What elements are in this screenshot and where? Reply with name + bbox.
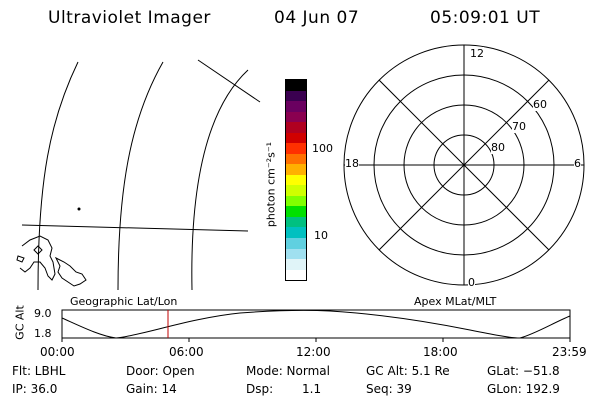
x-tick-23-59: 23:59 — [552, 345, 587, 359]
gc-alt-label: GC Alt: 5.1 Re — [366, 364, 450, 378]
glat-label: GLat: −51.8 — [487, 364, 560, 378]
colorbar-swatch — [286, 206, 306, 217]
polar-label-0: 0 — [468, 276, 475, 289]
colorbar-swatch — [286, 101, 306, 112]
polar-label-18: 18 — [345, 157, 359, 170]
colorbar-swatch — [286, 153, 306, 165]
polar-lat-60: 60 — [533, 98, 547, 111]
polar-diagonal-2 — [378, 79, 550, 251]
colorbar-swatch — [286, 185, 306, 196]
latitude-line-horizontal — [21, 224, 249, 232]
polar-lat-80: 80 — [491, 141, 505, 154]
apex-mlat-mlt-label: Apex MLat/MLT — [414, 295, 497, 308]
y-tick-9-0: 9.0 — [34, 307, 52, 320]
colorbar-swatch — [286, 132, 306, 144]
longitude-line-1 — [37, 61, 79, 291]
colorbar-swatch — [286, 143, 306, 154]
colorbar-swatch — [286, 216, 306, 228]
coastline — [19, 235, 56, 281]
ip-label: IP: 36.0 — [12, 382, 58, 396]
filter-label: Flt: LBHL — [12, 364, 66, 378]
colorbar-swatch — [286, 195, 306, 207]
x-tick-12-00: 12:00 — [296, 345, 331, 359]
date-label: 04 Jun 07 — [274, 8, 360, 28]
instrument-title: Ultraviolet Imager — [48, 8, 211, 28]
latitude-line-diagonal — [197, 59, 261, 103]
dsp-value: 1.1 — [302, 382, 322, 396]
y-tick-1-8: 1.8 — [34, 327, 52, 340]
seq-label: Seq: 39 — [366, 382, 412, 396]
longitude-line-3 — [191, 69, 249, 291]
gain-label: Gain: 14 — [126, 382, 177, 396]
mode-label: Mode: Normal — [246, 364, 330, 378]
coastline-island-2 — [33, 245, 43, 255]
x-tick-18-00: 18:00 — [423, 345, 458, 359]
polar-lat-70: 70 — [512, 120, 526, 133]
colorbar-swatch — [286, 80, 306, 91]
altitude-curve — [61, 309, 571, 339]
colorbar-swatch — [286, 122, 306, 133]
polar-label-12: 12 — [470, 47, 484, 60]
door-label: Door: Open — [126, 364, 195, 378]
colorbar-swatch — [286, 237, 306, 249]
colorbar-swatch — [286, 248, 306, 260]
dsp-label: Dsp: — [246, 382, 274, 396]
colorbar-tick-100: 100 — [312, 142, 333, 155]
colorbar-swatch — [286, 174, 306, 186]
coastline-island-1 — [54, 256, 87, 287]
polar-label-6: 6 — [574, 157, 581, 170]
colorbar-swatch — [286, 269, 306, 281]
colorbar-swatch — [286, 164, 306, 175]
colorbar-swatch — [286, 227, 306, 238]
color-bar — [285, 79, 307, 281]
x-tick-00-00: 00:00 — [40, 345, 75, 359]
glon-label: GLon: 192.9 — [487, 382, 560, 396]
longitude-line-2 — [117, 61, 164, 291]
colorbar-tick-10: 10 — [314, 229, 328, 242]
map-point — [77, 207, 81, 211]
geographic-latlon-label: Geographic Lat/Lon — [70, 295, 178, 308]
coastline-island-3 — [16, 255, 25, 263]
colorbar-swatch — [286, 111, 306, 123]
colorbar-swatch — [286, 90, 306, 102]
time-label: 05:09:01 UT — [430, 8, 541, 28]
x-tick-06-00: 06:00 — [169, 345, 204, 359]
colorbar-swatch — [286, 259, 306, 270]
